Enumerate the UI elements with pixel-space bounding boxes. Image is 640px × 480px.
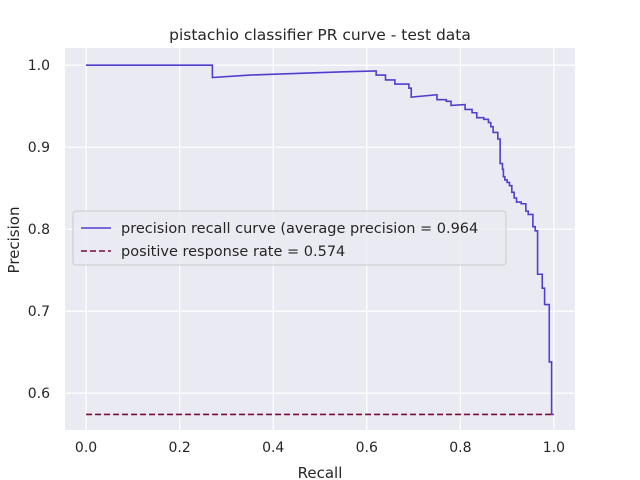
legend: precision recall curve (average precisio… bbox=[72, 210, 507, 266]
x-tick-label: 0.8 bbox=[449, 440, 471, 456]
x-tick-label: 0.2 bbox=[169, 440, 191, 456]
y-tick-label: 0.6 bbox=[28, 386, 50, 402]
series-layer bbox=[86, 64, 554, 416]
y-axis-ticks: 0.6 0.7 0.8 0.9 1.0 bbox=[28, 58, 50, 402]
legend-box bbox=[72, 210, 507, 266]
y-tick-label: 1.0 bbox=[28, 58, 50, 74]
y-tick-label: 0.8 bbox=[28, 222, 50, 238]
x-tick-label: 0.4 bbox=[262, 440, 284, 456]
y-axis-label: Precision bbox=[5, 207, 23, 274]
x-tick-label: 0.0 bbox=[75, 440, 97, 456]
x-tick-label: 1.0 bbox=[543, 440, 565, 456]
chart-title: pistachio classifier PR curve - test dat… bbox=[169, 26, 471, 44]
legend-label-positive-rate: positive response rate = 0.574 bbox=[121, 244, 345, 260]
x-tick-label: 0.6 bbox=[356, 440, 378, 456]
precision-recall-curve-line bbox=[86, 64, 554, 416]
x-axis-label: Recall bbox=[298, 464, 343, 480]
x-axis-ticks: 0.0 0.2 0.4 0.6 0.8 1.0 bbox=[75, 440, 565, 456]
y-tick-label: 0.7 bbox=[28, 304, 50, 320]
y-tick-label: 0.9 bbox=[28, 140, 50, 156]
legend-label-precision-recall: precision recall curve (average precisio… bbox=[121, 221, 478, 237]
